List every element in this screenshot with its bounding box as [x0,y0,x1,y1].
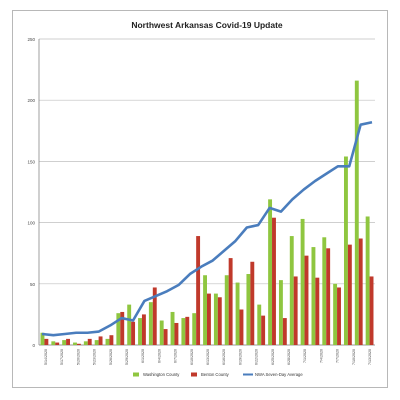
x-tick-label: 6/22/2020 [255,349,259,365]
bar-benton [337,287,341,345]
bar-washington [148,302,153,345]
bar-washington [203,275,207,345]
y-tick-label: 250 [27,37,35,42]
bar-washington [62,340,67,345]
bar-washington [83,341,88,345]
bar-benton [261,315,266,345]
bar-benton [315,277,320,345]
legend-label: NWA Seven-Day Average [255,372,303,377]
bar-benton [369,276,374,345]
bar-benton [239,309,244,345]
chart-title: Northwest Arkansas Covid-19 Update [131,20,283,30]
bar-benton [250,261,255,345]
bar-washington [235,282,240,345]
y-tick-label: 0 [32,343,35,348]
x-tick-label: 5/17/2020 [60,349,64,365]
legend-label: Washington County [143,372,180,377]
legend-label: Benton County [201,372,230,377]
bar-benton [293,276,298,345]
bar-washington [300,218,305,345]
x-tick-label: 6/28/2020 [287,349,291,365]
chart: Northwest Arkansas Covid-19 Update 0 50 100… [27,20,375,377]
legend-swatch [133,372,139,377]
x-tick-label: 7/13/2020 [368,349,372,365]
bar-washington [365,216,370,345]
bar-benton [326,248,331,345]
legend-swatch [191,372,197,377]
bar-benton [131,321,136,345]
bar-benton [358,238,363,345]
y-tick-label: 200 [27,98,35,103]
bar-benton [185,316,190,345]
x-tick-label: 5/26/2020 [109,349,113,365]
x-tick-label: 5/20/2020 [76,349,80,365]
bar-washington [257,304,262,345]
line-seven-day-average [41,120,373,337]
x-tick-label: 5/14/2020 [44,349,48,365]
x-tick-label: 7/4/2020 [319,349,323,363]
x-tick-label: 6/7/2020 [174,349,178,363]
bar-washington [192,313,197,345]
x-tick-label: 6/10/2020 [190,349,194,365]
bar-washington [138,318,142,345]
bar-washington [278,280,283,345]
bar-benton [347,244,352,345]
bar-benton [87,338,92,345]
x-tick-label: 7/1/2020 [303,349,307,363]
bar-washington [268,199,273,345]
bar-benton [66,338,70,345]
bar-benton [44,338,49,345]
x-tick-label: 6/4/2020 [157,349,161,363]
bar-washington [213,293,218,345]
bar-benton [217,297,222,345]
x-tick-label: 7/7/2020 [336,349,340,363]
bar-washington [159,320,164,345]
x-tick-label: 6/1/2020 [141,349,145,363]
bar-benton [207,293,211,345]
y-tick-label: 100 [27,221,35,226]
bar-washington [170,311,175,345]
bar-washington [311,247,316,345]
bar-benton [76,343,81,345]
bar-washington [224,275,229,345]
bar-benton [228,258,233,345]
x-tick-label: 6/13/2020 [206,349,210,365]
bar-washington [51,341,56,345]
bar-washington [127,304,132,345]
x-tick-label: 5/29/2020 [125,349,129,365]
bar-benton [109,335,114,345]
y-tick-label: 50 [30,282,36,287]
bar-benton [55,342,60,345]
bar-washington [73,342,77,345]
bar-benton [152,287,157,345]
bar-washington [354,80,359,345]
bar-washington [94,340,99,345]
bar-washington [289,236,294,345]
x-tick-label: 5/23/2020 [93,349,97,365]
bar-washington [246,274,251,345]
bar-benton [98,336,103,345]
x-tick-label: 6/16/2020 [222,349,226,365]
chart-frame: Northwest Arkansas Covid-19 Update 0 50 100… [12,10,388,388]
x-tick-label: 6/19/2020 [238,349,242,365]
bar-benton [282,318,287,345]
bar-washington [322,237,327,345]
bar-washington [105,338,110,345]
bar-benton [120,311,125,345]
bar-benton [174,322,179,345]
bar-benton [304,255,309,345]
y-tick-label: 150 [27,159,35,164]
bar-benton [272,217,276,345]
x-tick-label: 7/10/2020 [352,349,356,365]
bar-benton [141,314,146,345]
bar-washington [40,332,45,345]
bar-washington [333,283,338,345]
x-tick-label: 6/25/2020 [271,349,275,365]
bar-washington [344,156,348,345]
bar-washington [116,313,121,345]
bar-washington [181,318,186,345]
bar-benton [196,236,201,345]
bar-benton [163,329,168,345]
